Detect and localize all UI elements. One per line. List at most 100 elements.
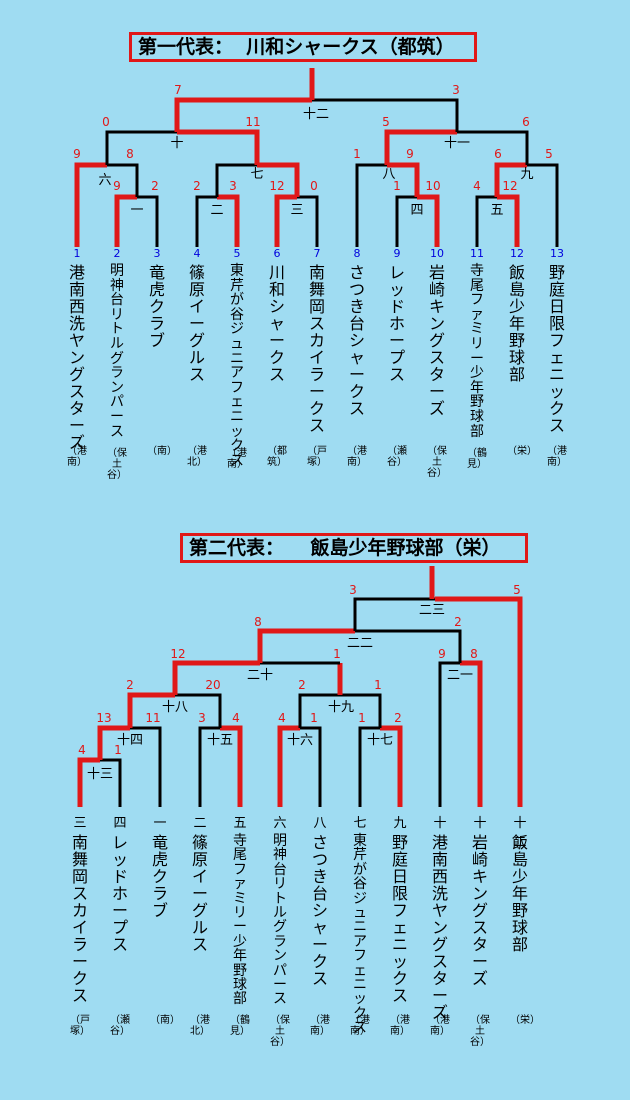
team-name: 篠原イーグルス: [191, 833, 208, 954]
game-number: 七: [353, 816, 367, 831]
bracket-line: [312, 98, 459, 132]
game-label: 九: [520, 167, 533, 182]
score: 11: [145, 711, 160, 725]
score: 1: [310, 711, 318, 725]
team-ward: （南）: [147, 446, 177, 457]
score: 9: [406, 147, 414, 161]
bracket-line: [300, 726, 322, 807]
score: 3: [452, 83, 460, 97]
game-label: 三: [290, 203, 303, 218]
team-name: 寺尾ファミリー少年野球部: [233, 833, 247, 1008]
bracket-line: [475, 195, 497, 247]
game-label: 五: [490, 203, 503, 218]
team-name: 明神台リトルグランパース: [110, 263, 124, 440]
score: 4: [78, 743, 86, 757]
score: 8: [254, 615, 262, 629]
bracket-line: [527, 163, 559, 247]
score: 5: [545, 147, 553, 161]
game-number: 九: [393, 816, 407, 831]
team-ward: （瀬谷）: [387, 446, 407, 468]
winner-path: [114, 194, 137, 247]
team-ward: （港南）: [310, 1015, 330, 1037]
team-ward: （南）: [150, 1015, 180, 1026]
score: 3: [229, 179, 237, 193]
score: 8: [470, 647, 478, 661]
winner-path: [460, 660, 483, 807]
score: 7: [174, 83, 182, 97]
score: 12: [502, 179, 517, 193]
team-ward: （鶴見）: [230, 1015, 250, 1037]
team-name: 東芹が谷ジュニアフェニックス: [353, 833, 367, 1037]
seed-number: 12: [510, 247, 524, 260]
team-name: 東芹が谷ジュニアフェニックス: [230, 263, 244, 469]
team-name: 南舞岡スカイラークス: [71, 833, 88, 1005]
score: 9: [438, 647, 446, 661]
score: 2: [193, 179, 201, 193]
winner-path: [217, 194, 240, 247]
game-label: 六: [98, 173, 111, 188]
score: 5: [513, 583, 521, 597]
seed-number: 8: [353, 247, 361, 260]
game-label: 十三: [87, 767, 113, 782]
team-name: 飯島少年野球部: [508, 263, 525, 384]
bracket-line: [100, 758, 122, 807]
team-ward: （港南）: [547, 446, 567, 468]
team-ward: （港南）: [227, 448, 247, 470]
team-name: 岩崎キングスターズ: [428, 263, 445, 418]
seed-number: 10: [430, 247, 444, 260]
winner-path: [74, 162, 107, 247]
game-label: 十四: [117, 733, 143, 748]
team-name: 篠原イーグルス: [188, 263, 205, 384]
team-name: 寺尾ファミリー少年野球部: [470, 263, 484, 440]
team-name: 港南西洗ヤングスターズ: [431, 833, 448, 1022]
team-ward: （港北）: [187, 446, 207, 468]
winner-path: [277, 725, 300, 807]
score: 5: [382, 115, 390, 129]
bracket-line: [395, 195, 417, 247]
winner-path: [257, 162, 300, 197]
bracket-line: [105, 130, 177, 165]
game-number: 十: [433, 816, 447, 831]
score: 4: [278, 711, 286, 725]
score: 1: [114, 743, 122, 757]
team-name: 南舞岡スカイラークス: [308, 263, 325, 435]
score: 11: [245, 115, 260, 129]
bracket-line: [353, 597, 435, 631]
winner-path: [177, 129, 260, 165]
winner-path: [380, 725, 403, 807]
game-label: 二二: [347, 636, 373, 651]
team-name: レッドホープス: [111, 833, 128, 954]
team-name: 明神台リトルグランパース: [273, 833, 287, 1008]
bracket-line: [438, 661, 460, 807]
seed-number: 13: [550, 247, 564, 260]
team-ward: （栄）: [507, 446, 537, 457]
score: 12: [269, 179, 284, 193]
score: 4: [232, 711, 240, 725]
score: 10: [425, 179, 440, 193]
game-number: 十一: [473, 816, 487, 850]
team-name: 岩崎キングスターズ: [471, 833, 488, 988]
game-label: 十二: [303, 107, 329, 122]
score: 1: [393, 179, 401, 193]
bracket-line: [198, 726, 220, 807]
bracket-line: [130, 726, 162, 807]
game-label: 七: [250, 167, 263, 182]
score: 1: [353, 147, 361, 161]
team-name: さつき台シャークス: [311, 833, 328, 988]
team-ward: （港南）: [430, 1015, 450, 1037]
game-number: 五: [233, 816, 247, 831]
score: 0: [102, 115, 110, 129]
score: 2: [298, 678, 306, 692]
team-ward: （港南）: [67, 446, 87, 468]
game-number: 八: [313, 816, 327, 831]
game-number: 四: [113, 816, 127, 831]
bracket-line: [107, 163, 139, 197]
bracket-line: [298, 693, 340, 728]
winner-path: [174, 97, 312, 132]
bracket-1-lines: 一 二 三 四 五 六 七 八 九 十 十一 十二 9 8 9 2 2 3 12 0 1 9 1 10 4 12 6 5 0 11 5 6 7 3: [73, 68, 559, 247]
score: 20: [205, 678, 220, 692]
seed-number: 5: [233, 247, 241, 260]
winner-path: [435, 596, 523, 807]
game-label: 十五: [207, 733, 233, 748]
